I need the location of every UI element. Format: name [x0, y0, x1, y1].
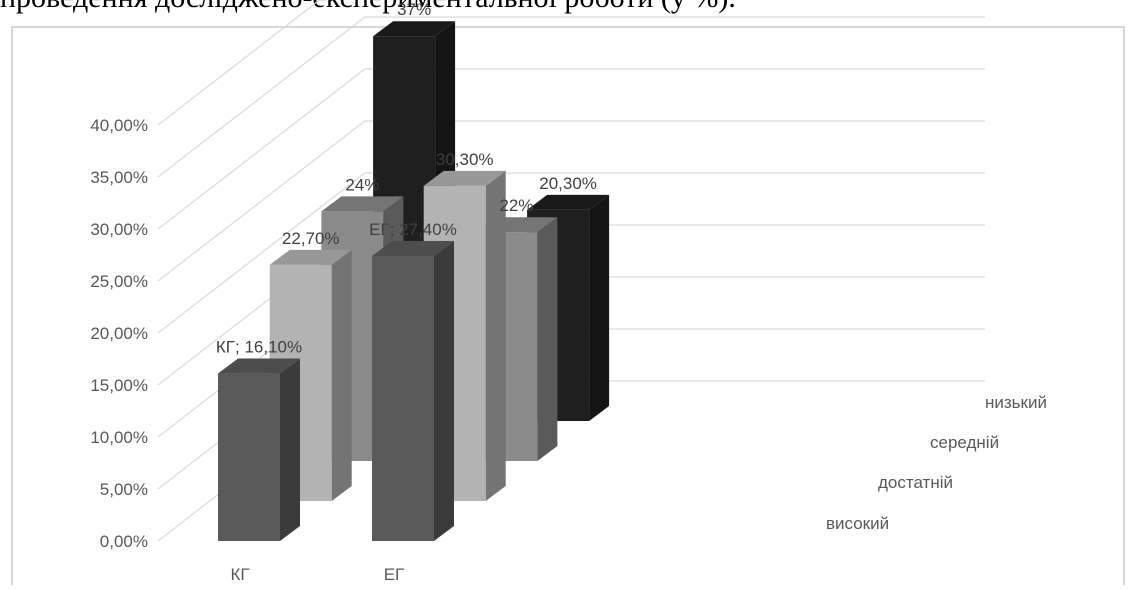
- y-tick-label: 25,00%: [90, 272, 148, 291]
- grid-line-side: [157, 0, 321, 126]
- bar-side: [485, 170, 506, 501]
- data-label: 24%: [345, 175, 379, 194]
- x-axis-categories: КГ ЕГ: [230, 565, 404, 584]
- data-label: ЕГ; 27,40%: [369, 220, 457, 239]
- grid-line-side: [157, 120, 366, 282]
- series-label: низький: [985, 393, 1047, 412]
- data-label: 22,70%: [282, 229, 340, 248]
- data-label: 22%: [499, 196, 533, 215]
- data-label: 30,30%: [436, 150, 494, 169]
- x-category-label: КГ: [230, 565, 249, 584]
- y-tick-label: 10,00%: [90, 428, 148, 447]
- bars: [218, 21, 610, 542]
- document-caption: проведення досліджено-експериментальної …: [0, 0, 1136, 18]
- data-label: 37%: [397, 0, 431, 19]
- y-tick-label: 5,00%: [100, 480, 148, 499]
- bar: [372, 241, 454, 542]
- bar-top: [373, 21, 456, 37]
- y-tick-label: 40,00%: [90, 116, 148, 135]
- series-label: достатній: [878, 473, 953, 492]
- bar-side: [331, 249, 352, 501]
- y-tick-label: 30,00%: [90, 220, 148, 239]
- bar-side: [589, 194, 610, 421]
- grid-line-side: [157, 68, 366, 230]
- series-label: середній: [930, 433, 999, 452]
- bar-front: [372, 256, 434, 541]
- series-axis-labels: високий достатній середній низький: [826, 393, 1047, 533]
- bar-top: [321, 196, 404, 212]
- chart-frame: [11, 26, 1125, 590]
- y-tick-label: 0,00%: [100, 532, 148, 551]
- bar-side: [537, 217, 558, 461]
- bar-top: [527, 194, 610, 210]
- bar-top: [218, 358, 300, 374]
- bar-top: [269, 249, 352, 265]
- y-tick-label: 20,00%: [90, 324, 148, 343]
- bar-front: [218, 373, 280, 541]
- x-category-label: ЕГ: [384, 565, 405, 584]
- bar: [269, 249, 352, 501]
- bar-top: [372, 241, 454, 257]
- bar-side: [280, 358, 300, 541]
- grid-line-side: [157, 16, 366, 178]
- bar-side: [434, 241, 454, 542]
- data-labels: 37% 20,30% 24% 22% 22,70% 30,30% КГ; 16,10% ЕГ;…: [216, 0, 597, 356]
- y-tick-label: 15,00%: [90, 376, 148, 395]
- data-label: 20,30%: [539, 174, 597, 193]
- series-label: високий: [826, 514, 889, 533]
- bar-top: [423, 170, 506, 186]
- grid-line-side: [157, 172, 366, 334]
- bar: [218, 358, 300, 541]
- y-axis-ticks: 0,00% 5,00% 10,00% 15,00% 20,00% 25,00% 30,00%…: [90, 116, 148, 551]
- y-tick-label: 35,00%: [90, 168, 148, 187]
- data-label: КГ; 16,10%: [216, 338, 302, 357]
